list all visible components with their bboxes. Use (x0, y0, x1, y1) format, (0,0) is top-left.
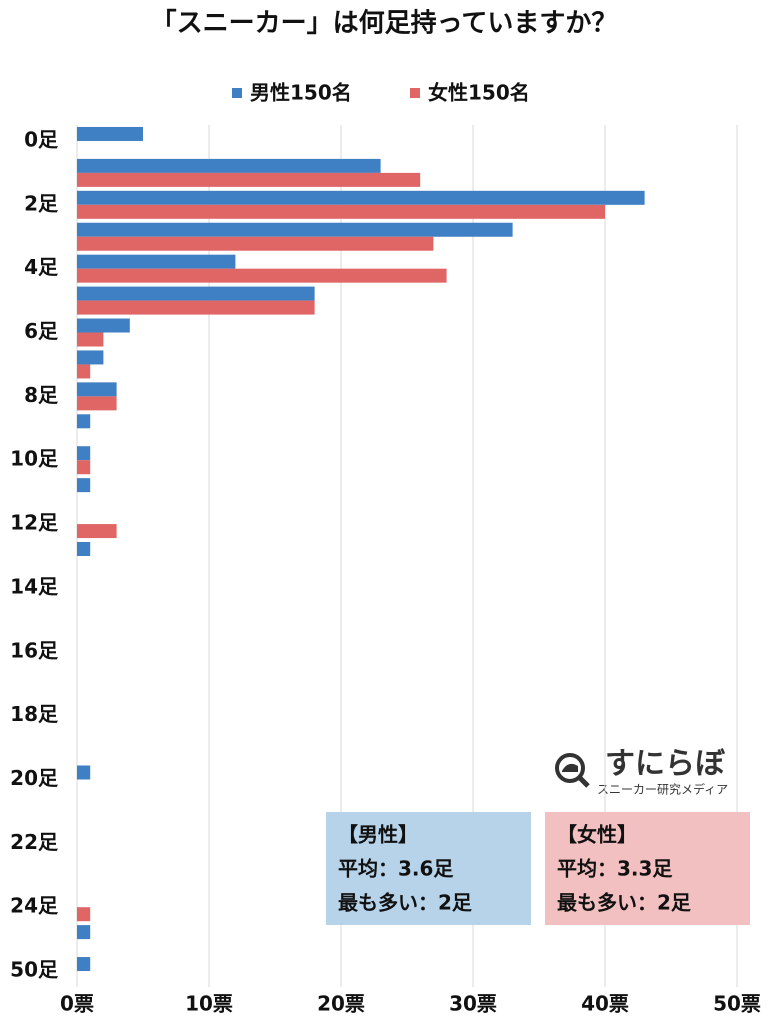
annotation-text: 平均：3.3足 (557, 857, 673, 881)
annotation-text: 最も多い：2足 (557, 891, 692, 915)
bar (77, 254, 236, 269)
y-tick-label: 6足 (24, 319, 59, 343)
legend-label: 男性150名 (250, 81, 352, 105)
bar (77, 158, 381, 173)
y-tick-label: 16足 (10, 638, 59, 662)
watermark-title: すにらぼ (605, 747, 726, 782)
y-tick-label: 50足 (10, 958, 59, 982)
bar (77, 350, 104, 365)
bar (77, 190, 645, 205)
x-tick-label: 30票 (449, 992, 497, 1016)
bar (77, 172, 421, 187)
y-tick-label: 2足 (24, 191, 59, 215)
y-tick-label: 22足 (10, 830, 59, 854)
y-tick-label: 14足 (10, 574, 59, 598)
annotation-text: 平均：3.6足 (338, 857, 454, 881)
bar (77, 765, 91, 780)
y-tick-label: 10足 (10, 447, 59, 471)
bar (77, 204, 605, 219)
bar (77, 332, 104, 347)
bar (77, 396, 117, 411)
annotation-text: 【女性】 (557, 823, 637, 847)
bar (77, 524, 117, 539)
bar (77, 446, 91, 461)
bar (77, 382, 117, 397)
y-tick-label: 18足 (10, 702, 59, 726)
bar (77, 478, 91, 493)
bar (77, 268, 447, 283)
bar (77, 126, 143, 141)
bar (77, 318, 130, 333)
watermark-subtitle: スニーカー研究メディア (597, 782, 728, 797)
bar (77, 414, 91, 429)
chart-title: 「スニーカー」は何足持っていますか？ (151, 8, 618, 39)
x-tick-label: 50票 (713, 992, 761, 1016)
bar (77, 542, 91, 556)
x-tick-label: 40票 (581, 992, 629, 1016)
legend-swatch (232, 88, 242, 98)
bar (77, 222, 513, 237)
bar (77, 925, 91, 940)
bar (77, 907, 91, 922)
bar (77, 236, 434, 251)
bar (77, 300, 315, 315)
bar (77, 364, 91, 379)
y-tick-label: 20足 (10, 766, 59, 790)
annotation-text: 【男性】 (338, 823, 418, 847)
legend-label: 女性150名 (428, 81, 530, 105)
annotation-box (326, 812, 531, 925)
annotation-text: 最も多い：2足 (338, 891, 473, 915)
y-tick-label: 24足 (10, 894, 59, 918)
annotation-box (545, 812, 750, 925)
y-tick-label: 0足 (24, 127, 59, 151)
legend-swatch (410, 88, 420, 98)
y-tick-label: 12足 (10, 511, 59, 535)
bar (77, 286, 315, 301)
bar (77, 957, 91, 972)
x-tick-label: 20票 (317, 992, 365, 1016)
watermark-icon (555, 753, 590, 788)
x-tick-label: 10票 (185, 992, 233, 1016)
y-tick-label: 8足 (24, 383, 59, 407)
bar (77, 460, 91, 475)
x-tick-label: 0票 (60, 992, 94, 1016)
y-tick-label: 4足 (24, 255, 59, 279)
